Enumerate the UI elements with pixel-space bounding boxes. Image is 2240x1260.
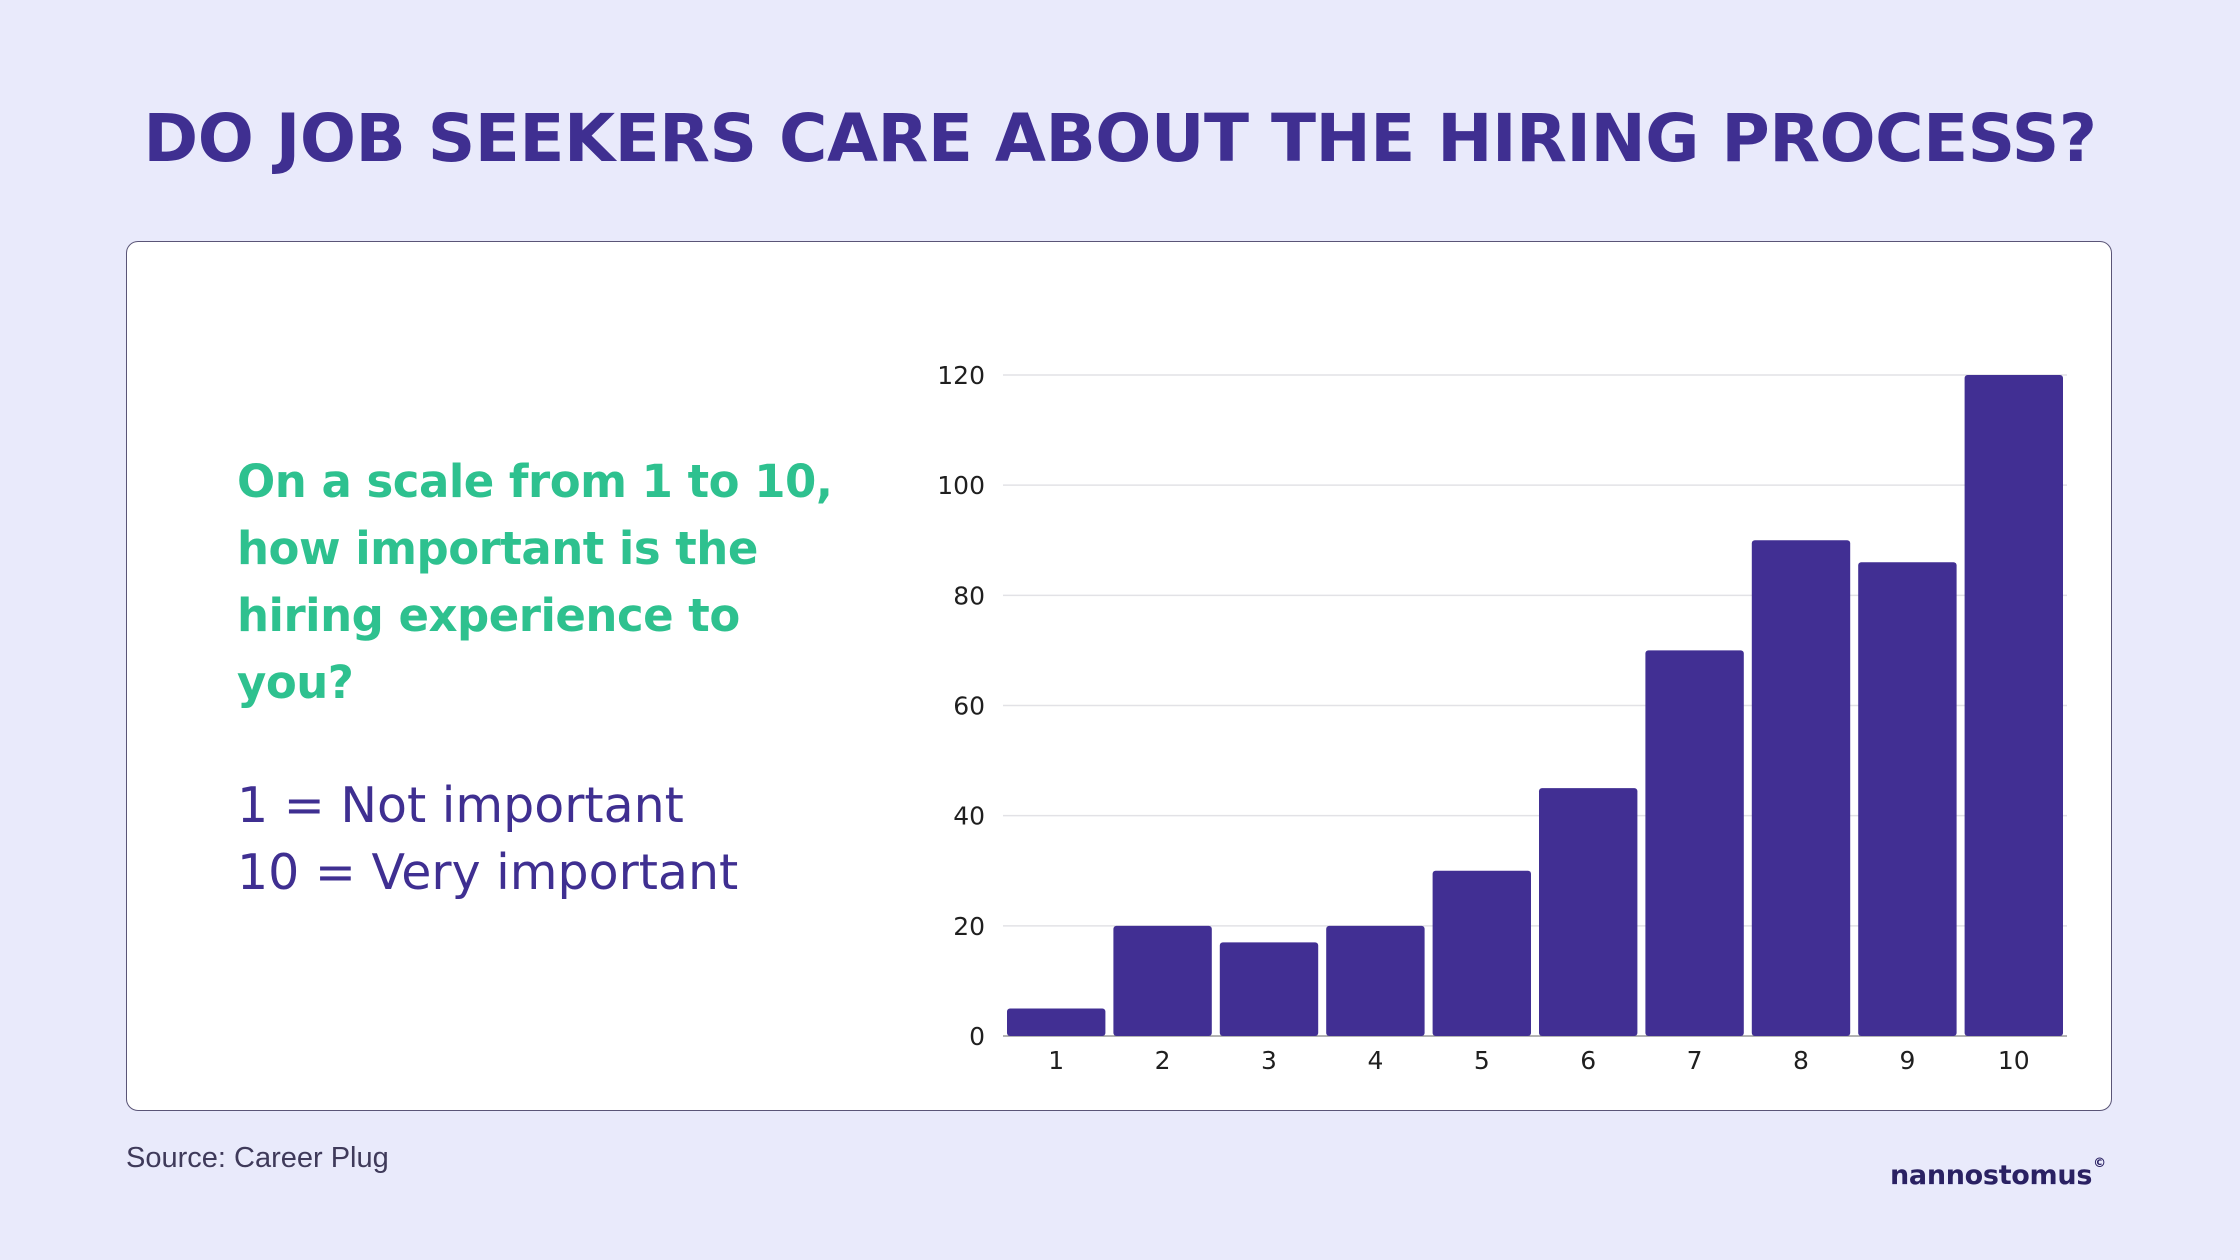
bar [1219,942,1319,1036]
y-tick-label: 100 [937,471,985,500]
y-tick-label: 0 [969,1022,985,1051]
y-tick-label: 120 [937,361,985,390]
brand-logo: nannostomus© [1890,1156,2106,1191]
question-line: hiring experience to [237,589,740,642]
survey-question: On a scale from 1 to 10, how important i… [237,448,857,716]
bar [1539,788,1638,1036]
x-tick-label: 5 [1474,1046,1490,1075]
bar [1645,650,1744,1036]
x-tick-label: 6 [1580,1046,1596,1075]
scale-legend-low: 1 = Not important [237,777,684,834]
bar [1964,375,2063,1036]
x-tick-label: 7 [1687,1046,1703,1075]
bar [1113,925,1212,1036]
question-line: On a scale from 1 to 10, [237,455,833,508]
scale-legend: 1 = Not important 10 = Very important [237,772,738,906]
question-line: how important is the [237,522,758,575]
bar [1007,1008,1106,1036]
bar [1326,925,1425,1036]
x-tick-label: 2 [1155,1046,1171,1075]
logo-mark: © [2093,1156,2106,1171]
chart-card: On a scale from 1 to 10, how important i… [126,241,2112,1111]
y-tick-label: 80 [953,581,985,610]
bar [1432,870,1531,1036]
x-tick-label: 10 [1998,1046,2030,1075]
scale-legend-high: 10 = Very important [237,844,739,901]
bar-chart: 0 20 40 60 80 100 120 1 2 3 4 5 6 7 8 9 10 [937,361,2067,1075]
x-tick-label: 4 [1367,1046,1383,1075]
source-note: Source: Career Plug [126,1142,389,1174]
x-tick-label: 3 [1261,1046,1277,1075]
x-tick-label: 1 [1048,1046,1064,1075]
y-tick-label: 20 [953,912,985,941]
y-tick-label: 40 [953,802,985,831]
y-tick-label: 60 [953,692,985,721]
logo-text: nannostomus [1890,1160,2093,1191]
bar [1751,540,1851,1036]
x-tick-label: 8 [1793,1046,1809,1075]
x-tick-label: 9 [1899,1046,1915,1075]
page-title: DO JOB SEEKERS CARE ABOUT THE HIRING PRO… [143,100,2097,177]
bar [1858,562,1957,1036]
question-line: you? [237,656,354,709]
